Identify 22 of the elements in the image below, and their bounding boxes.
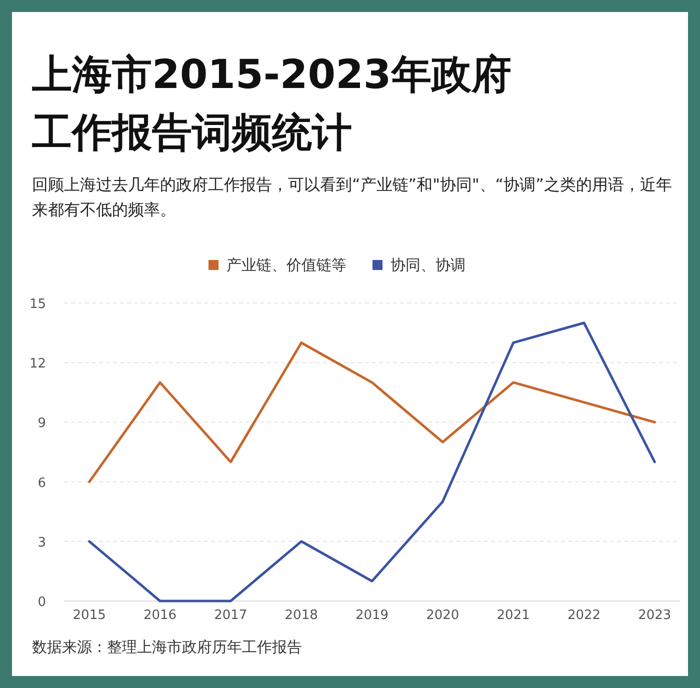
x-tick-label: 2021: [496, 608, 530, 623]
line-series: [88, 322, 656, 602]
legend-label: 协同、协调: [390, 256, 466, 274]
x-tick-label: 2015: [72, 608, 106, 623]
y-tick-label: 3: [38, 535, 46, 550]
x-tick-label: 2023: [638, 608, 672, 623]
x-tick-label: 2022: [567, 608, 601, 623]
chart-title: 上海市2015-2023年政府工作报告词频统计: [32, 51, 512, 158]
source-note: 数据来源：整理上海市政府历年工作报告: [32, 638, 302, 657]
chart-subtitle: 回顾上海过去几年的政府工作报告，可以看到“产业链”和"协同"、“协调”之类的用语，近年来都有不低的频率。: [32, 174, 672, 221]
x-tick-label: 2017: [214, 608, 248, 623]
y-tick-label: 12: [29, 356, 46, 372]
x-tick-label: 2018: [284, 608, 318, 623]
y-tick-label: 9: [38, 416, 46, 432]
y-tick-label: 0: [38, 595, 46, 610]
x-tick-label: 2016: [143, 608, 177, 623]
legend-label: 产业链、价值链等: [226, 256, 346, 274]
x-tick-label: 2019: [355, 608, 389, 623]
y-tick-label: 15: [29, 297, 46, 312]
line-series: [88, 341, 656, 484]
x-tick-label: 2020: [426, 608, 460, 623]
y-tick-label: 6: [38, 476, 46, 491]
